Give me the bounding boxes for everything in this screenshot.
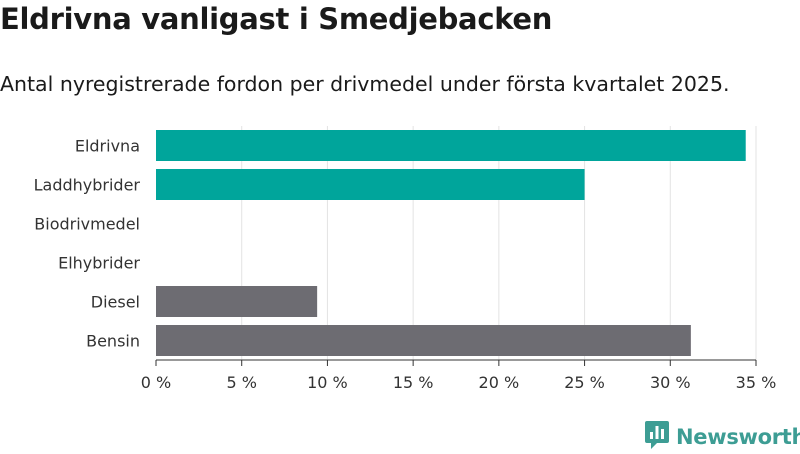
category-label: Diesel	[91, 293, 140, 312]
bar-chart-logo-icon	[644, 420, 670, 454]
x-tick-label: 15 %	[393, 373, 434, 392]
gridlines	[241, 126, 757, 360]
bars	[156, 130, 746, 356]
category-labels: Eldrivna Laddhybrider Biodrivmedel Elhybrid…	[34, 137, 141, 351]
chart-subtitle: Antal nyregistrerade fordon per drivmede…	[0, 72, 730, 96]
bar	[156, 325, 691, 356]
x-tick-label: 0 %	[141, 373, 171, 392]
bar	[156, 169, 585, 200]
x-tick-label: 35 %	[736, 373, 777, 392]
category-label: Bensin	[86, 332, 140, 351]
x-tick-label: 10 %	[307, 373, 348, 392]
newsworthy-logo: Newsworthy	[644, 420, 800, 454]
x-tick-label: 5 %	[226, 373, 256, 392]
bar	[156, 286, 318, 317]
chart-title: Eldrivna vanligast i Smedjebacken	[0, 2, 553, 36]
x-tick-label: 25 %	[564, 373, 605, 392]
category-label: Laddhybrider	[34, 176, 141, 195]
category-label: Elhybrider	[58, 254, 140, 273]
x-tick-label: 20 %	[479, 373, 520, 392]
category-label: Eldrivna	[75, 137, 140, 156]
x-tick-label: 30 %	[650, 373, 691, 392]
category-label: Biodrivmedel	[34, 215, 140, 234]
bar	[156, 130, 746, 161]
brand-name: Newsworthy	[676, 425, 800, 449]
x-axis: 0 % 5 % 10 % 15 % 20 % 25 % 30 % 35 %	[141, 359, 777, 392]
